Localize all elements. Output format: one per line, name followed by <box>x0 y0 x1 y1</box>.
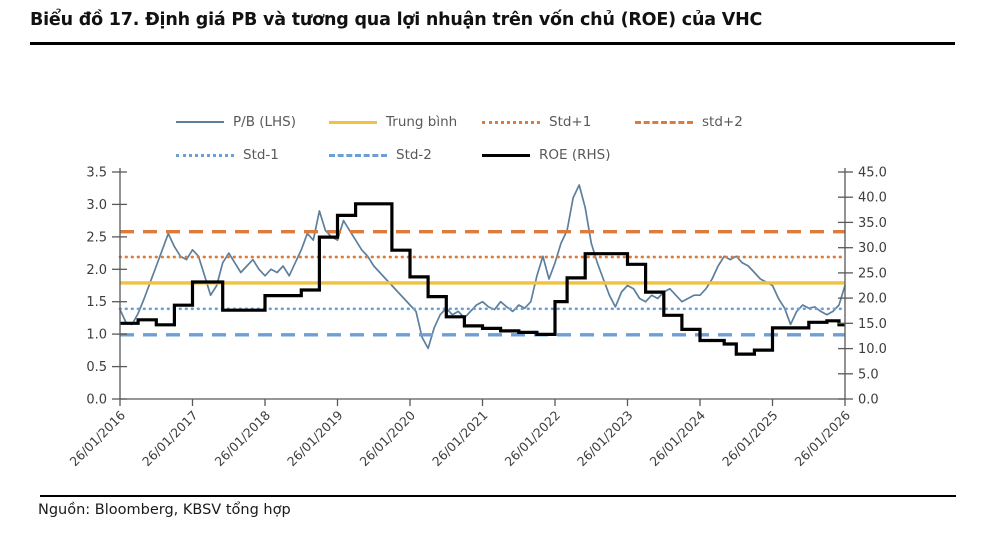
svg-text:0.0: 0.0 <box>86 393 107 408</box>
legend-label: P/B (LHS) <box>233 114 297 130</box>
svg-text:30.0: 30.0 <box>858 241 887 256</box>
svg-text:0.0: 0.0 <box>858 393 879 408</box>
svg-text:26/01/2017: 26/01/2017 <box>139 408 201 470</box>
svg-text:45.0: 45.0 <box>858 166 887 181</box>
svg-text:10.0: 10.0 <box>858 342 887 357</box>
legend-item-p-b-lhs: P/B (LHS) <box>176 114 329 130</box>
legend-item-std-1: Std+1 <box>482 114 635 130</box>
svg-text:2.5: 2.5 <box>86 230 107 245</box>
svg-text:26/01/2025: 26/01/2025 <box>719 408 781 470</box>
svg-text:40.0: 40.0 <box>858 191 887 206</box>
legend-swatch-roe-rhs-icon <box>482 153 530 157</box>
svg-text:5.0: 5.0 <box>858 367 879 382</box>
svg-text:25.0: 25.0 <box>858 266 887 281</box>
legend-label: std+2 <box>702 114 743 130</box>
legend-swatch-std-2-icon <box>329 153 387 157</box>
legend-label: Std-1 <box>243 147 279 163</box>
svg-text:26/01/2021: 26/01/2021 <box>429 408 491 470</box>
svg-text:15.0: 15.0 <box>858 317 887 332</box>
legend-item-std-1: Std-1 <box>176 147 329 163</box>
svg-text:3.0: 3.0 <box>86 198 107 213</box>
svg-text:35.0: 35.0 <box>858 216 887 231</box>
source-note: Nguồn: Bloomberg, KBSV tổng hợp <box>38 502 291 518</box>
legend-item-std-2: Std-2 <box>329 147 482 163</box>
svg-text:26/01/2019: 26/01/2019 <box>284 407 346 469</box>
legend-swatch-std-1-icon <box>482 120 540 124</box>
title-divider <box>30 42 955 45</box>
legend-label: Trung bình <box>386 114 458 130</box>
source-divider <box>40 495 956 497</box>
legend-swatch-trung-b-nh-icon <box>329 120 377 124</box>
svg-text:26/01/2022: 26/01/2022 <box>502 408 564 470</box>
legend-row: P/B (LHS) Trung bình Std+1 std+2 <box>176 111 788 133</box>
svg-text:2.0: 2.0 <box>86 263 107 278</box>
legend-label: Std-2 <box>396 147 432 163</box>
svg-text:1.5: 1.5 <box>86 295 107 310</box>
legend-label: ROE (RHS) <box>539 147 611 163</box>
svg-text:0.5: 0.5 <box>86 360 107 375</box>
chart-title: Biểu đồ 17. Định giá PB và tương qua lợi… <box>30 10 763 30</box>
svg-text:3.5: 3.5 <box>86 166 107 181</box>
legend-item-roe-rhs: ROE (RHS) <box>482 147 635 163</box>
legend-swatch-std-1-icon <box>176 153 234 157</box>
legend-swatch-p-b-lhs-icon <box>176 121 224 123</box>
legend-item-std-2: std+2 <box>635 114 788 130</box>
svg-text:26/01/2026: 26/01/2026 <box>792 407 854 469</box>
legend-item-trung-b-nh: Trung bình <box>329 114 482 130</box>
svg-text:26/01/2024: 26/01/2024 <box>647 407 709 469</box>
svg-text:20.0: 20.0 <box>858 292 887 307</box>
svg-text:26/01/2018: 26/01/2018 <box>212 407 274 469</box>
svg-text:1.0: 1.0 <box>86 328 107 343</box>
chart-legend: P/B (LHS) Trung bình Std+1 std+2 Std-1 Std-2 R… <box>176 111 788 177</box>
svg-text:26/01/2016: 26/01/2016 <box>67 407 129 469</box>
legend-row: Std-1 Std-2 ROE (RHS) <box>176 144 788 166</box>
svg-text:26/01/2020: 26/01/2020 <box>357 407 419 469</box>
legend-label: Std+1 <box>549 114 592 130</box>
svg-text:26/01/2023: 26/01/2023 <box>574 408 636 470</box>
legend-swatch-std-2-icon <box>635 120 693 124</box>
